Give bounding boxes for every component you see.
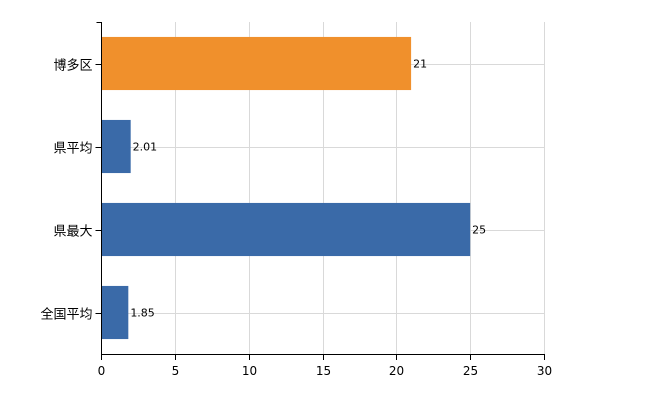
y-tick-label: 県平均	[53, 142, 92, 157]
y-tick-label: 博多区	[53, 58, 92, 74]
data-label: 25	[472, 224, 486, 237]
y-tick-label: 全国平均	[40, 307, 92, 323]
x-tick-label: 10	[242, 364, 257, 378]
x-tick-label: 15	[316, 364, 331, 378]
x-tick-label: 30	[537, 364, 552, 378]
y-tick-label: 県最大	[53, 225, 92, 240]
data-label: 21	[413, 58, 427, 71]
data-label: 1.85	[130, 307, 155, 320]
x-tick-label: 0	[98, 364, 106, 378]
x-tick-label: 5	[172, 364, 180, 378]
bar	[101, 119, 131, 174]
x-tick-label: 25	[463, 364, 478, 378]
bar	[101, 36, 412, 91]
axes	[95, 22, 545, 360]
data-label: 2.01	[133, 141, 158, 154]
bar	[101, 202, 471, 257]
bars	[101, 36, 471, 340]
x-tick-label: 20	[389, 364, 404, 378]
bar	[101, 285, 129, 340]
